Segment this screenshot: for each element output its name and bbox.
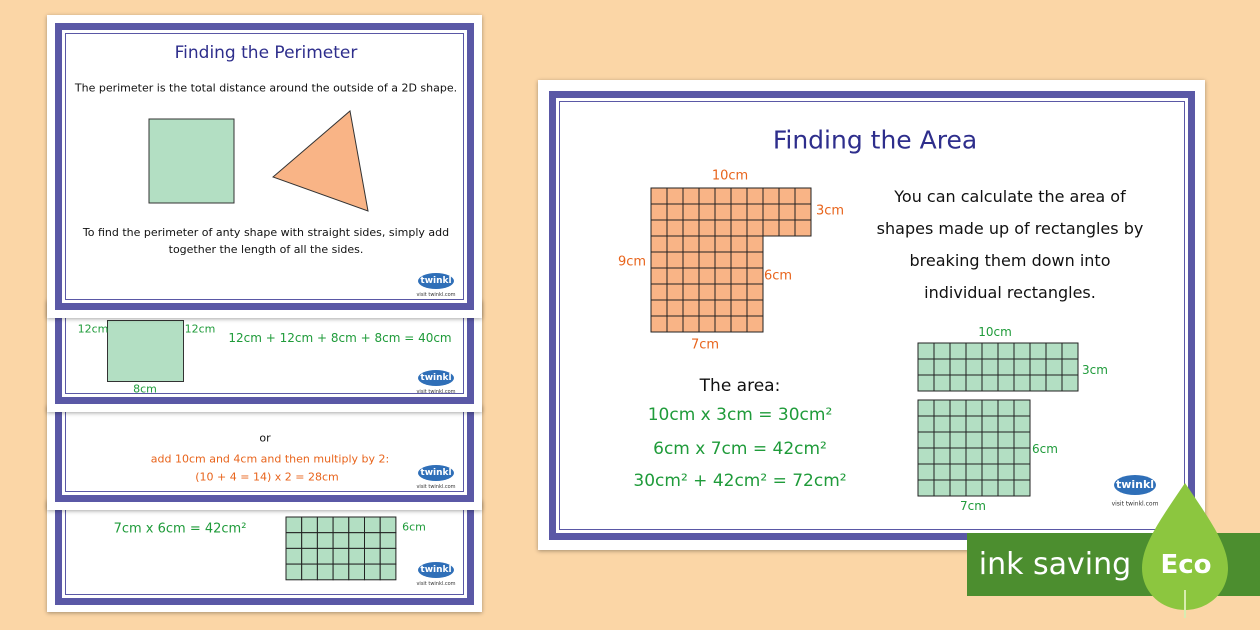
grid-card: 7cm x 6cm = 42cm² 6cm twinkl visit twink… — [47, 500, 482, 612]
side-label: 12cm — [77, 322, 109, 336]
explanation: You can calculate the area of shapes mad… — [876, 187, 1144, 302]
grid-cell — [1061, 374, 1079, 392]
side-label: 6cm — [402, 520, 426, 534]
green-label: 3cm — [1082, 363, 1108, 377]
card-frame — [55, 23, 474, 310]
leaf — [1142, 483, 1228, 610]
equation: 6cm x 7cm = 42cm² — [653, 439, 827, 459]
grid-cell — [379, 563, 397, 581]
triangle — [272, 110, 369, 212]
equation: 10cm x 3cm = 30cm² — [647, 405, 833, 425]
card-frame — [55, 300, 474, 404]
l-label: 10cm — [711, 168, 749, 184]
l-label: 9cm — [617, 254, 647, 270]
green-label: 6cm — [1032, 442, 1058, 456]
intro-text: The perimeter is the total distance arou… — [74, 81, 458, 95]
area-heading: The area: — [699, 376, 781, 396]
logo: twinkl — [418, 465, 454, 481]
logo: twinkl — [418, 273, 454, 289]
square — [148, 118, 235, 204]
card-title: Finding the Area — [772, 125, 978, 155]
equation: 30cm² + 42cm² = 72cm² — [633, 471, 847, 491]
instruction-text: To find the perimeter of anty shape with… — [82, 226, 450, 256]
grid — [285, 516, 397, 581]
grid — [917, 342, 1079, 392]
calculation: 7cm x 6cm = 42cm² — [113, 521, 247, 537]
side-label: 12cm — [184, 322, 216, 336]
logo-url: visit twinkl.com — [1111, 500, 1159, 508]
logo-url: visit twinkl.com — [416, 581, 456, 587]
shapes — [148, 110, 369, 212]
method-card: or add 10cm and 4cm and then multiply by… — [47, 405, 482, 510]
step-text: add 10cm and 4cm and then multiply by 2: — [150, 452, 390, 466]
grid — [917, 399, 1031, 497]
calculation: (10 + 4 = 14) x 2 = 28cm — [195, 470, 339, 484]
side-label: 8cm — [133, 382, 157, 396]
card-frame — [55, 500, 474, 605]
l-label: 3cm — [815, 203, 845, 219]
green-label: 7cm — [960, 499, 986, 513]
green-label: 10cm — [978, 325, 1012, 339]
rectangle-card: 12cm 12cm 12cm + 12cm + 8cm + 8cm = 40cm… — [47, 300, 482, 412]
logo-url: visit twinkl.com — [416, 389, 456, 395]
or-text: or — [259, 431, 271, 445]
perimeter-card: Finding the Perimeter The perimeter is t… — [47, 15, 482, 318]
l-label: 6cm — [763, 268, 793, 284]
grid-cell — [794, 219, 812, 237]
card-title: Finding the Perimeter — [174, 43, 358, 63]
card-frame — [549, 91, 1195, 540]
logo-url: visit twinkl.com — [416, 292, 456, 298]
l-label: 7cm — [690, 337, 720, 353]
logo: twinkl — [418, 562, 454, 578]
l-shape-grid — [650, 187, 812, 333]
badge-text: ink saving — [979, 547, 1131, 582]
card-frame — [55, 405, 474, 502]
calculation: 12cm + 12cm + 8cm + 8cm = 40cm — [228, 331, 452, 345]
rectangle — [107, 320, 184, 382]
logo-url: visit twinkl.com — [416, 484, 456, 490]
grid-cell — [746, 315, 764, 333]
badge-eco: Eco — [1160, 550, 1211, 580]
logo: twinkl — [418, 370, 454, 386]
grid-cell — [1013, 479, 1031, 497]
area-card: Finding the Area 10cm 3cm 9cm 6cm 7cm Yo… — [538, 80, 1205, 550]
logo: twinkl — [1114, 475, 1156, 495]
